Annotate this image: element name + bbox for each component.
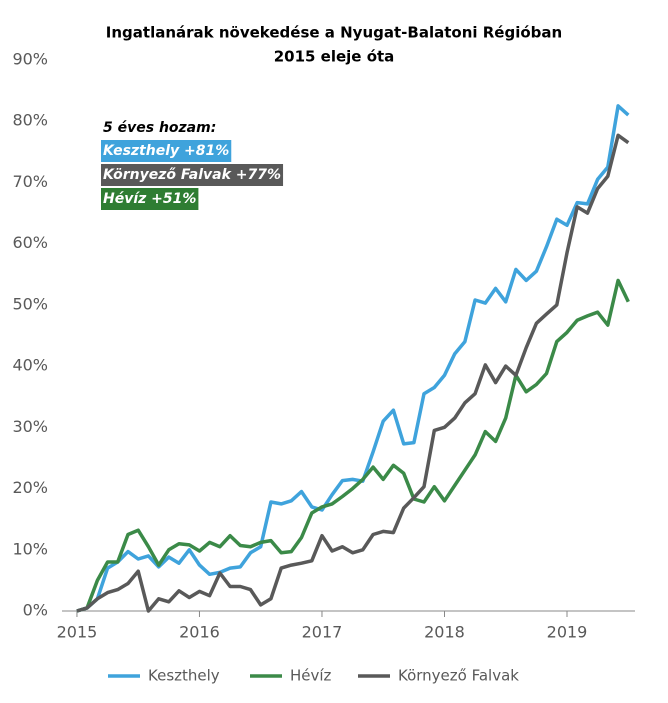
y-tick-label: 60%	[12, 233, 48, 252]
y-tick-label: 80%	[12, 111, 48, 130]
x-tick-label: 2016	[179, 623, 220, 642]
y-tick-label: 40%	[12, 356, 48, 375]
x-tick-label: 2017	[302, 623, 343, 642]
annotation-label: Környező Falvak +77%	[103, 167, 281, 183]
x-tick-label: 2019	[547, 623, 588, 642]
x-tick-label: 2015	[57, 623, 98, 642]
chart-subtitle: 2015 eleje óta	[274, 48, 395, 66]
x-tick-label: 2018	[424, 623, 465, 642]
line	[76, 278, 630, 613]
y-tick-label: 0%	[23, 601, 48, 620]
legend-label: Keszthely	[148, 667, 220, 685]
y-tick-label: 90%	[12, 50, 48, 69]
annotation-box	[101, 188, 199, 210]
y-tick-label: 30%	[12, 417, 48, 436]
y-tick-label: 10%	[12, 539, 48, 558]
legend-label: Környező Falvak	[398, 667, 519, 685]
line	[76, 104, 630, 613]
legend-label: Hévíz	[290, 667, 332, 685]
y-tick-label: 70%	[12, 172, 48, 191]
annotation-label: Keszthely +81%	[103, 143, 229, 159]
y-tick-label: 20%	[12, 478, 48, 497]
chart-title: Ingatlanárak növekedése a Nyugat-Balaton…	[106, 24, 562, 42]
line	[76, 133, 630, 613]
annotation-box	[101, 140, 232, 162]
annotation-heading: 5 éves hozam:	[103, 120, 216, 136]
y-tick-label: 50%	[12, 294, 48, 313]
annotation-label: Hévíz +51%	[103, 191, 196, 207]
annotation-box	[101, 164, 284, 186]
